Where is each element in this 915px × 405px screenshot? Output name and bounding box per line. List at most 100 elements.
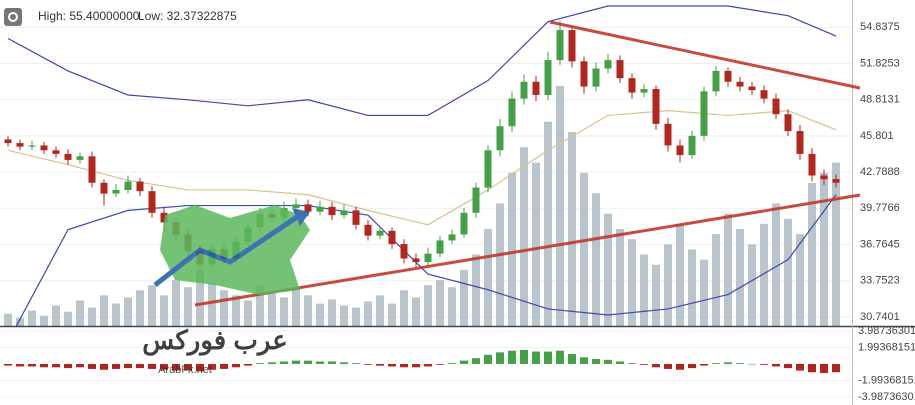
candle-body: [160, 212, 168, 223]
macd-tick-label: 1.99368151: [858, 341, 915, 353]
candle-body: [640, 88, 648, 93]
volume-bar: [592, 193, 600, 326]
volume-bar: [496, 203, 504, 326]
macd-panel: [0, 330, 852, 398]
macd-bar: [28, 363, 36, 367]
macd-bar: [448, 363, 456, 364]
macd-bar: [196, 363, 204, 372]
volume-bar: [568, 131, 576, 326]
macd-bar: [700, 363, 708, 366]
candle-body: [592, 68, 600, 87]
macd-bar: [460, 360, 468, 364]
logo-title: عرب فوركس: [142, 325, 288, 356]
candle-body: [412, 258, 420, 263]
candle-body: [364, 224, 372, 236]
y-tick-label: 30.7401: [860, 311, 900, 323]
macd-bar: [124, 363, 132, 369]
candle-body: [616, 60, 624, 79]
volume-bar: [532, 162, 540, 326]
candle-body: [808, 153, 816, 176]
macd-bar: [136, 363, 144, 369]
candle-body: [820, 175, 828, 180]
volume-bar: [376, 295, 384, 326]
candle-body: [148, 191, 156, 213]
volume-bar: [388, 303, 396, 326]
volume-bar: [616, 228, 624, 326]
volume-bar: [328, 299, 336, 326]
macd-bar: [616, 361, 624, 364]
macd-bar: [172, 363, 180, 371]
candle-body: [352, 210, 360, 225]
settings-button[interactable]: [4, 8, 22, 26]
volume-bar: [448, 287, 456, 326]
volume-bar: [652, 264, 660, 326]
macd-bar: [472, 358, 480, 364]
volume-bar: [484, 228, 492, 326]
candle-body: [484, 150, 492, 188]
macd-bar: [412, 363, 420, 368]
volume-bar: [628, 239, 636, 326]
macd-bar: [784, 363, 792, 369]
volume-bar: [232, 295, 240, 326]
macd-bar: [304, 360, 312, 364]
volume-bar: [160, 295, 168, 326]
band-line: [15, 194, 837, 326]
volume-bar: [544, 121, 552, 326]
candle-body: [472, 187, 480, 213]
volume-bar: [676, 223, 684, 326]
candle-body: [556, 30, 564, 61]
macd-bar: [676, 363, 684, 370]
volume-bar: [16, 317, 24, 326]
candle-body: [772, 98, 780, 115]
candle-body: [496, 126, 504, 151]
candle-body: [520, 81, 528, 99]
volume-bar: [400, 290, 408, 326]
volume-bar: [712, 234, 720, 326]
candle-body: [664, 123, 672, 146]
volume-bar: [688, 249, 696, 326]
macd-bar: [280, 361, 288, 364]
macd-bar: [496, 352, 504, 364]
macd-bar: [76, 363, 84, 368]
volume-bar: [472, 254, 480, 326]
logo-url: ArabFx.net: [158, 364, 212, 376]
volume-bar: [520, 147, 528, 326]
candle-body: [508, 98, 516, 127]
y-tick-label: 54.8375: [860, 21, 900, 33]
macd-bar: [736, 363, 744, 364]
volume-bar: [364, 301, 372, 326]
candle-body: [292, 204, 300, 208]
candle-body: [568, 30, 576, 62]
macd-bar: [376, 363, 384, 366]
settings-icon[interactable]: [8, 12, 18, 22]
macd-bar: [820, 363, 828, 374]
volume-bar: [580, 172, 588, 326]
candle-body: [688, 135, 696, 156]
volume-bar: [292, 289, 300, 326]
candle-body: [4, 139, 12, 144]
candle-body: [676, 145, 684, 156]
y-axis: 57.849754.837551.825348.813145.80142.788…: [858, 21, 915, 403]
volume-bar: [700, 259, 708, 326]
volume-bar: [76, 300, 84, 326]
trendline: [194, 193, 861, 307]
volume-bar: [208, 283, 216, 326]
macd-bar: [388, 363, 396, 367]
macd-bar: [220, 363, 228, 369]
candle-body: [64, 153, 72, 160]
macd-bar: [712, 363, 720, 364]
candle-body: [424, 253, 432, 263]
candle-body: [652, 88, 660, 124]
macd-bar: [772, 363, 780, 367]
macd-bar: [484, 354, 492, 364]
candle-body: [748, 86, 756, 91]
volume-bar: [640, 254, 648, 326]
logo-arrowhead: [292, 208, 310, 226]
volume-bar: [736, 228, 744, 326]
candle-body: [112, 189, 120, 194]
logo-arrow: [153, 212, 302, 287]
volume-bar: [424, 285, 432, 326]
macd-bar: [652, 363, 660, 368]
macd-bar: [256, 363, 264, 364]
